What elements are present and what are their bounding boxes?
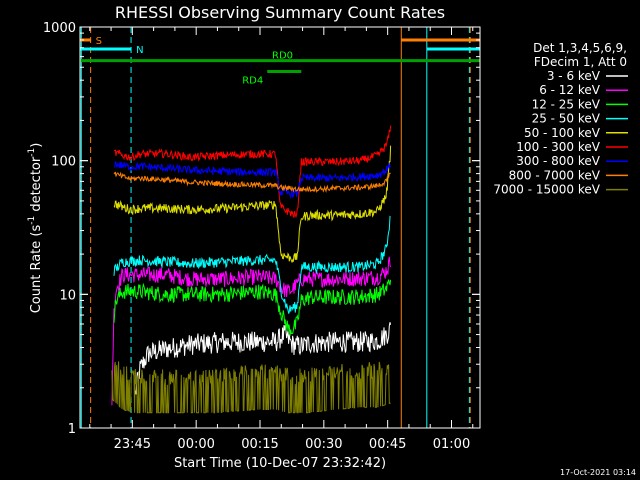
legend-entry-label: 12 - 25 keV (532, 97, 601, 111)
legend-entry-label: 300 - 800 keV (516, 154, 600, 168)
y-axis-label-main: Count Rate (s (29, 225, 44, 314)
series-line-5 (113, 125, 392, 219)
y-axis-label-end: ) (29, 143, 44, 148)
legend-header-decimation: FDecim 1, Att 0 (534, 55, 627, 69)
chart-title: RHESSI Observing Summary Count Rates (115, 3, 445, 22)
flag-label-rd4: RD4 (242, 75, 263, 86)
legend: Det 1,3,4,5,6,9, FDecim 1, Att 0 3 - 6 k… (493, 41, 628, 197)
legend-entry-label: 6 - 12 keV (539, 83, 601, 97)
plot-area: S N RD0 RD4 (80, 27, 480, 428)
series-line-4 (113, 145, 392, 264)
series-line-7 (113, 171, 391, 194)
legend-entry-label: 50 - 100 keV (524, 126, 601, 140)
series-line-2 (113, 279, 392, 336)
legend-entry-label: 25 - 50 keV (532, 112, 601, 126)
y-tick-label: 100 (51, 155, 76, 170)
series-line-1 (111, 256, 392, 406)
flag-label-n: N (136, 45, 143, 56)
legend-entry-label: 3 - 6 keV (547, 69, 601, 83)
timestamp: 17-Oct-2021 03:14 (560, 468, 636, 477)
x-axis: 23:45 00:00 00:15 00:30 00:45 01:00 (89, 27, 474, 452)
y-tick-label: 1 (68, 422, 76, 437)
series-line-8 (111, 361, 391, 414)
flag-label-s: S (96, 36, 102, 47)
x-axis-label: Start Time (10-Dec-07 23:32:42) (174, 456, 386, 471)
y-axis-label-exponent-1: -1 (27, 216, 37, 225)
flag-label-rd0: RD0 (272, 51, 293, 62)
y-tick-label: 10 (59, 288, 76, 303)
x-tick-label: 00:45 (369, 437, 406, 452)
legend-entry-label: 7000 - 15000 keV (493, 183, 600, 197)
y-tick-label: 1000 (43, 21, 76, 36)
series-line-6 (113, 161, 392, 200)
series-line-3 (113, 215, 391, 314)
y-axis-label: Count Rate (s-1 detector-1) (27, 143, 44, 314)
legend-entry-label: 800 - 7000 keV (509, 168, 601, 182)
x-tick-label: 23:45 (114, 437, 151, 452)
legend-header-detectors: Det 1,3,4,5,6,9, (533, 41, 627, 55)
y-axis-label-exponent-2: -1 (27, 148, 37, 157)
legend-entry-label: 100 - 300 keV (516, 140, 600, 154)
x-tick-label: 01:00 (433, 437, 470, 452)
plot-frame (79, 26, 481, 429)
y-axis-label-mid: detector (29, 156, 44, 216)
series-line-0 (134, 322, 392, 395)
y-axis: 1 10 100 1000 (43, 21, 480, 437)
x-tick-label: 00:30 (305, 437, 342, 452)
x-tick-label: 00:00 (177, 437, 214, 452)
x-tick-label: 00:15 (241, 437, 278, 452)
